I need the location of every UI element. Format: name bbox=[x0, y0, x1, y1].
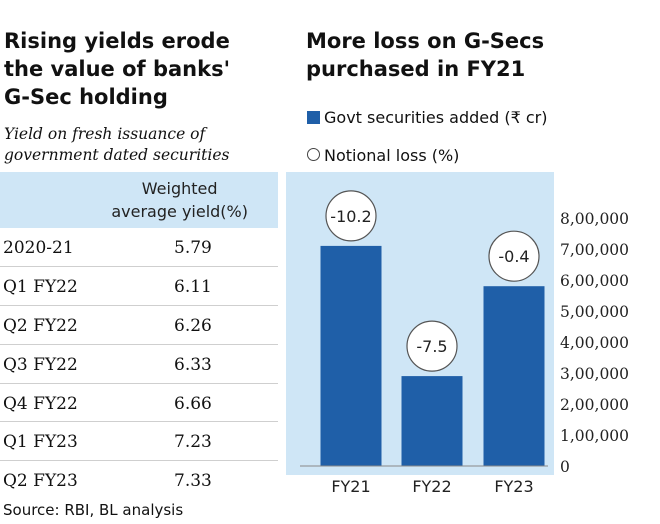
bar-swatch-icon bbox=[307, 111, 320, 124]
left-title-line: the value of banks' bbox=[4, 57, 231, 81]
table-row: Q1 FY22 6.11 bbox=[0, 267, 278, 306]
table-row: Q3 FY22 6.33 bbox=[0, 345, 278, 384]
row-label: Q1 FY22 bbox=[3, 276, 78, 297]
y-tick-label: 6,00,000 bbox=[560, 272, 629, 290]
table-row: Q2 FY22 6.26 bbox=[0, 306, 278, 345]
row-label: Q2 FY22 bbox=[3, 315, 78, 336]
right-title-line: purchased in FY21 bbox=[306, 57, 526, 81]
table-header: Weighted average yield(%) bbox=[0, 172, 278, 228]
table-row: Q1 FY23 7.23 bbox=[0, 422, 278, 462]
bar-fy22 bbox=[401, 376, 463, 466]
row-label: Q4 FY22 bbox=[3, 393, 78, 414]
y-tick-label: 7,00,000 bbox=[560, 241, 629, 259]
loss-circle-marker bbox=[406, 320, 458, 372]
row-label: Q1 FY23 bbox=[3, 432, 78, 453]
row-label: Q2 FY23 bbox=[3, 471, 78, 492]
y-tick-label: 0 bbox=[560, 458, 570, 476]
column-header-line: average yield(%) bbox=[111, 202, 248, 221]
right-title-line: More loss on G-Secs bbox=[306, 29, 545, 53]
subtitle-line: government dated securities bbox=[4, 146, 230, 164]
y-tick-label: 3,00,000 bbox=[560, 365, 629, 383]
subtitle-line: Yield on fresh issuance of bbox=[4, 125, 206, 143]
source-note: Source: RBI, BL analysis bbox=[3, 501, 184, 519]
column-header: Weighted average yield(%) bbox=[111, 177, 248, 223]
y-tick-label: 2,00,000 bbox=[560, 396, 629, 414]
row-value: 7.23 bbox=[174, 432, 212, 453]
legend-bars-label: Govt securities added (₹ cr) bbox=[324, 108, 548, 127]
y-tick-label: 1,00,000 bbox=[560, 427, 629, 445]
y-tick-label: 5,00,000 bbox=[560, 303, 629, 321]
y-tick-label: 4,00,000 bbox=[560, 334, 629, 352]
row-value: 6.33 bbox=[174, 354, 212, 375]
loss-label: -0.4 bbox=[498, 247, 529, 266]
loss-label: -10.2 bbox=[330, 207, 371, 226]
loss-label: -7.5 bbox=[416, 337, 447, 356]
left-chart-subtitle: Yield on fresh issuance of government da… bbox=[4, 124, 294, 166]
table-row: Q2 FY23 7.33 bbox=[0, 461, 278, 499]
row-label: 2020-21 bbox=[3, 238, 74, 258]
row-value: 5.79 bbox=[174, 238, 212, 258]
left-title-line: Rising yields erode bbox=[4, 29, 230, 53]
row-value: 7.33 bbox=[174, 471, 212, 492]
row-value: 6.11 bbox=[174, 276, 212, 297]
loss-circle-marker bbox=[488, 230, 540, 282]
row-value: 6.26 bbox=[174, 315, 212, 336]
row-label: Q3 FY22 bbox=[3, 354, 78, 375]
legend-item-bars: Govt securities added (₹ cr) bbox=[307, 108, 547, 127]
bar-fy23 bbox=[483, 286, 545, 466]
x-tick-label: FY21 bbox=[331, 477, 370, 496]
column-header-line: Weighted bbox=[141, 179, 218, 198]
loss-circle-marker bbox=[325, 190, 377, 242]
bar-fy21 bbox=[320, 245, 382, 466]
left-title-line: G-Sec holding bbox=[4, 85, 168, 109]
table-row: Q4 FY22 6.66 bbox=[0, 384, 278, 423]
yield-table: Weighted average yield(%) 2020-21 5.79 Q1… bbox=[0, 172, 278, 499]
legend-loss-label: Notional loss (%) bbox=[324, 146, 460, 165]
table-row: 2020-21 5.79 bbox=[0, 228, 278, 267]
x-tick-label: FY23 bbox=[494, 477, 533, 496]
x-tick-label: FY22 bbox=[412, 477, 451, 496]
left-chart-title: Rising yields erode the value of banks' … bbox=[4, 27, 304, 111]
y-tick-label: 8,00,000 bbox=[560, 210, 629, 228]
legend-item-loss: Notional loss (%) bbox=[307, 146, 459, 165]
right-chart-title: More loss on G-Secs purchased in FY21 bbox=[306, 27, 646, 83]
row-value: 6.66 bbox=[174, 393, 212, 414]
circle-marker-icon bbox=[307, 148, 320, 161]
